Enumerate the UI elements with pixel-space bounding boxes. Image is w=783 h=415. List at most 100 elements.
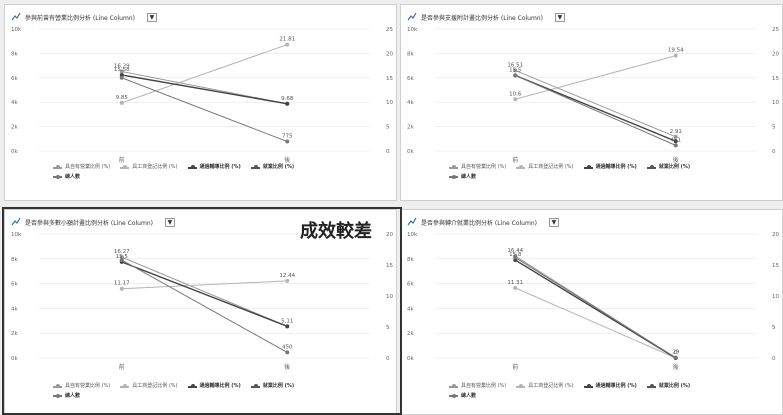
data-point[interactable] (285, 42, 290, 47)
data-point[interactable] (513, 97, 518, 102)
panel-header: 是否參與轉介就業比例分析 (Line Column) ▼ (407, 215, 559, 229)
x-tick-label: 後 (673, 156, 679, 164)
legend-item[interactable]: 具自有營業比例 (%) (53, 163, 110, 172)
y-left-tick-label: 6k (11, 282, 18, 288)
y-right-tick-label: 5 (772, 325, 776, 331)
series-line (121, 74, 288, 105)
series-line (121, 261, 288, 327)
data-point[interactable] (285, 101, 290, 106)
y-right-tick-label: 0 (772, 149, 776, 155)
chart-svg: 10k 8k 6k 4k 2k 0k 25 20 15 10 5 0 前 後 16.51 2.91 10.6 19… (407, 27, 779, 164)
data-label: 11.17 (114, 281, 130, 287)
legend-item[interactable]: 總人數 (449, 173, 476, 182)
legend-item[interactable]: 具自有營業比例 (%) (449, 382, 506, 391)
legend-label: 總人數 (65, 392, 81, 399)
data-point[interactable] (285, 278, 290, 283)
y-right-tick-label: 15 (772, 76, 779, 82)
chart-legend: 具自有營業比例 (%) 具工商登記比例 (%) 通過輔導比例 (%) 就業比例 (%)… (449, 382, 700, 401)
data-point[interactable] (513, 285, 518, 290)
data-label: 15.5 (509, 67, 522, 73)
y-right-tick-label: 10 (772, 294, 779, 300)
data-label: 450 (282, 344, 293, 350)
legend-label: 總人數 (461, 392, 477, 399)
callout-text: 成效較差 (300, 221, 372, 242)
y-right-tick-label: 10 (386, 294, 393, 300)
legend-label: 就業比例 (%) (262, 383, 295, 389)
legend-item[interactable]: 具工商登記比例 (%) (516, 382, 574, 391)
data-label: 15.58 (114, 67, 130, 73)
y-left-tick-label: 8k (407, 257, 414, 263)
chart-dropdown-button[interactable]: ▼ (554, 12, 565, 22)
data-point[interactable] (119, 255, 124, 260)
data-point[interactable] (119, 286, 124, 291)
y-right-tick-label: 10 (386, 100, 393, 106)
data-point[interactable] (513, 73, 518, 78)
data-point[interactable] (673, 139, 678, 144)
legend-item[interactable]: 具工商登記比例 (%) (120, 163, 178, 172)
legend-item[interactable]: 總人數 (53, 173, 80, 182)
legend-item[interactable]: 通過輔導比例 (%) (187, 382, 241, 391)
y-right-tick-label: 20 (772, 51, 779, 57)
data-point[interactable] (285, 324, 290, 329)
legend-swatch (120, 165, 130, 169)
y-right-tick-label: 15 (772, 263, 779, 269)
chart-dropdown-button[interactable]: ▼ (146, 12, 157, 22)
data-point[interactable] (119, 258, 124, 263)
data-point[interactable] (119, 100, 124, 105)
legend-item[interactable]: 通過輔導比例 (%) (583, 163, 637, 172)
y-left-tick-label: 0k (11, 356, 18, 362)
legend-label: 總人數 (461, 173, 477, 180)
legend-item[interactable]: 具工商登記比例 (%) (516, 163, 574, 172)
legend-label: 通過輔導比例 (%) (595, 383, 637, 389)
legend-swatch (449, 174, 458, 179)
chart-dropdown-button[interactable]: ▼ (548, 217, 559, 227)
y-right-tick-label: 15 (386, 263, 393, 269)
x-tick-label: 後 (673, 363, 679, 371)
legend-item[interactable]: 總人數 (53, 392, 80, 401)
panel-title: 參與前曾有營業比例分析 (Line Column) (25, 14, 135, 22)
legend-swatch (449, 384, 458, 388)
legend-swatch (187, 165, 197, 169)
y-left-tick-label: 0k (407, 356, 414, 362)
chart-dropdown-button[interactable]: ▼ (164, 217, 175, 227)
y-left-tick-label: 4k (11, 306, 18, 312)
chart-panel-2: 是否參與支援附計畫比例分析 (Line Column) ▼ 10k 8k 6k 4k 2… (400, 4, 783, 201)
legend-item[interactable]: 就業比例 (%) (646, 163, 690, 172)
data-label: 15.5 (116, 254, 129, 260)
legend-swatch (120, 384, 130, 388)
y-left-tick-label: 8k (407, 51, 414, 57)
data-point[interactable] (285, 350, 290, 355)
y-left-tick-label: 10k (11, 232, 22, 238)
chart-svg: 10k 8k 6k 4k 2k 0k 25 20 15 10 5 0 前 後 16.29 9.68 9.85 21… (11, 27, 393, 164)
legend-item[interactable]: 通過輔導比例 (%) (583, 382, 637, 391)
data-point[interactable] (673, 355, 678, 360)
legend-swatch (516, 384, 526, 388)
data-point[interactable] (673, 143, 678, 148)
legend-item[interactable]: 就業比例 (%) (250, 382, 295, 391)
series-line (121, 259, 288, 353)
series-line (514, 257, 677, 359)
legend-item[interactable]: 具自有營業比例 (%) (53, 382, 110, 391)
data-point[interactable] (673, 134, 678, 139)
data-point[interactable] (673, 53, 678, 58)
panel-header: 是否參與支援附計畫比例分析 (Line Column) ▼ (407, 10, 565, 24)
chart-panel-3: 是否參與多數小額計畫比例分析 (Line Column) ▼ 10k 8k 6k 4k… (4, 209, 397, 415)
data-point[interactable] (285, 139, 290, 144)
legend-item[interactable]: 就業比例 (%) (646, 382, 690, 391)
data-point[interactable] (513, 68, 518, 73)
panel-title: 是否參與轉介就業比例分析 (Line Column) (421, 219, 537, 227)
chart-panel-4: 是否參與轉介就業比例分析 (Line Column) ▼ 10k 8k 6k 4k 2k… (400, 209, 783, 415)
series-line (515, 69, 676, 138)
data-point[interactable] (119, 75, 124, 80)
data-point[interactable] (119, 69, 124, 74)
data-point[interactable] (119, 72, 124, 77)
legend-item[interactable]: 總人數 (449, 392, 476, 401)
legend-item[interactable]: 通過輔導比例 (%) (187, 163, 241, 172)
chart-panel-1: 參與前曾有營業比例分析 (Line Column) ▼ 10k 8k 6k 4k 2k 0… (4, 4, 397, 201)
legend-item[interactable]: 具工商登記比例 (%) (120, 382, 178, 391)
legend-item[interactable]: 具自有營業比例 (%) (449, 163, 506, 172)
legend-label: 具自有營業比例 (%) (461, 164, 507, 170)
data-point[interactable] (513, 255, 518, 260)
y-right-tick-label: 5 (386, 125, 390, 131)
legend-item[interactable]: 就業比例 (%) (250, 163, 294, 172)
